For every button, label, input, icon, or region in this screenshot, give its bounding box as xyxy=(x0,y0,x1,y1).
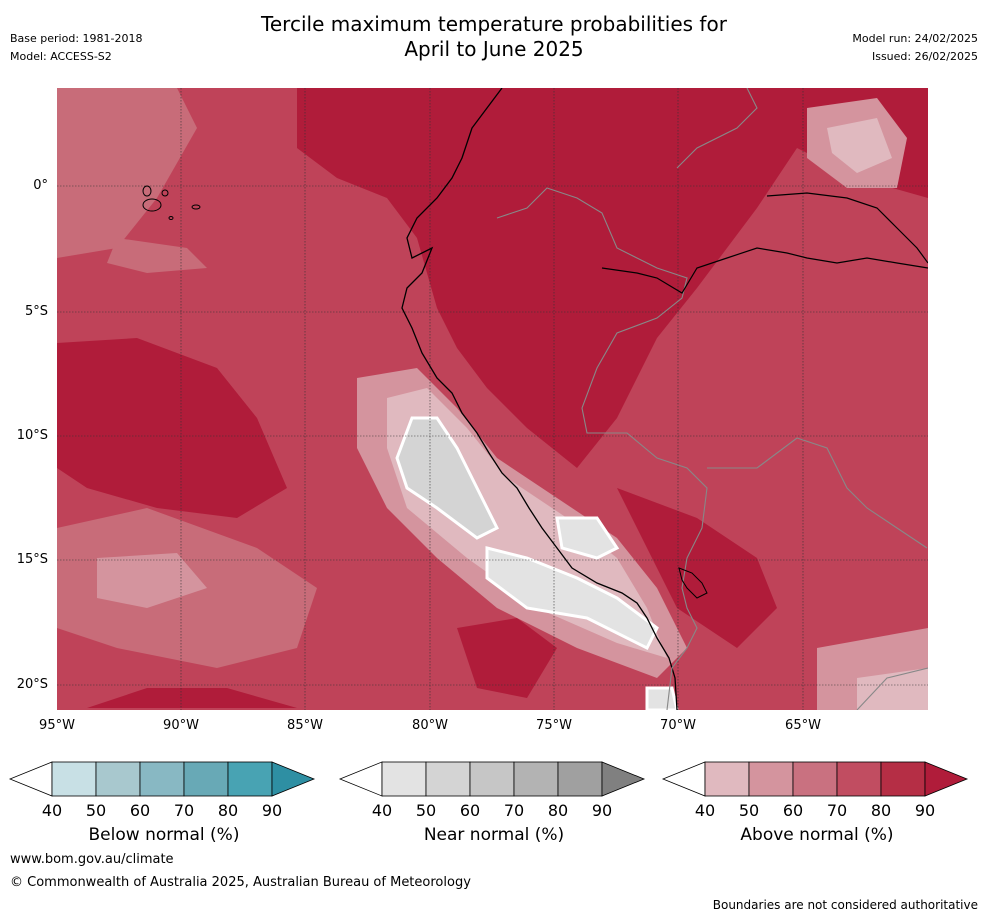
near-normal-label: Near normal (%) xyxy=(423,825,565,845)
above-segment xyxy=(704,761,750,797)
above-extend-high xyxy=(924,761,969,797)
map-title: Tercile maximum temperature probabilitie… xyxy=(0,12,988,62)
region-90-south xyxy=(87,688,297,708)
below-segment xyxy=(227,761,273,797)
region-90-peru-east xyxy=(617,488,777,648)
lon-tick-95w: 95°W xyxy=(39,718,75,733)
below-segment xyxy=(183,761,229,797)
country-border-peru xyxy=(496,187,708,710)
above-segment xyxy=(880,761,926,797)
country-border-colombia xyxy=(676,88,758,169)
near-extend-high xyxy=(601,761,646,797)
near-normal-area-1 xyxy=(395,416,500,540)
lat-tick-5s: 5°S xyxy=(24,304,48,319)
below-tick-label: 60 xyxy=(130,801,150,820)
below-normal-label: Below normal (%) xyxy=(88,825,240,845)
galapagos-islands xyxy=(142,185,201,220)
below-extend-high xyxy=(271,761,316,797)
lon-tick-65w: 65°W xyxy=(785,718,821,733)
river-north xyxy=(766,192,928,264)
title-line-2: April to June 2025 xyxy=(404,37,584,61)
lat-tick-15s: 15°S xyxy=(16,552,48,567)
lon-tick-75w: 75°W xyxy=(536,718,572,733)
region-90-west xyxy=(57,338,287,518)
region-50-sw xyxy=(97,553,207,608)
issued-date: Issued: 26/02/2025 xyxy=(871,50,978,63)
below-tick-label: 70 xyxy=(174,801,194,820)
near-normal-area-3 xyxy=(555,516,620,560)
below-tick-label: 50 xyxy=(86,801,106,820)
colorbar-below-segments: 40 50 60 70 80 90 xyxy=(8,761,316,820)
near-tick-label: 40 xyxy=(372,801,392,820)
model-name: Model: ACCESS-S2 xyxy=(10,50,112,63)
below-tick-label: 90 xyxy=(262,801,282,820)
probability-map xyxy=(57,88,928,710)
footer-url: www.bom.gov.au/climate xyxy=(10,852,174,867)
below-segment xyxy=(139,761,185,797)
graticule xyxy=(57,88,928,710)
above-tick-label: 50 xyxy=(739,801,759,820)
below-segment xyxy=(95,761,141,797)
lon-tick-85w: 85°W xyxy=(287,718,323,733)
coastline xyxy=(401,88,678,710)
lake-titicaca xyxy=(678,567,708,599)
near-tick-label: 90 xyxy=(592,801,612,820)
footer-disclaimer: Boundaries are not considered authoritat… xyxy=(712,898,978,912)
footer-copyright: © Commonwealth of Australia 2025, Austra… xyxy=(10,875,471,890)
near-extend-low xyxy=(338,761,383,797)
region-60-west xyxy=(107,238,207,273)
colorbar-above: 40 50 60 70 80 90 xyxy=(661,761,969,820)
title-line-1: Tercile maximum temperature probabilitie… xyxy=(261,12,727,36)
above-segment xyxy=(836,761,882,797)
region-40-ne xyxy=(827,118,892,173)
lon-tick-70w: 70°W xyxy=(660,718,696,733)
near-segment xyxy=(469,761,515,797)
near-normal-area-2 xyxy=(485,546,659,651)
region-90-north xyxy=(297,88,928,468)
below-extend-low xyxy=(8,761,53,797)
lat-tick-10s: 10°S xyxy=(16,428,48,443)
lon-tick-90w: 90°W xyxy=(163,718,199,733)
near-tick-label: 50 xyxy=(416,801,436,820)
country-border-south xyxy=(856,667,928,710)
near-segment xyxy=(557,761,603,797)
region-40-se xyxy=(857,668,928,710)
amazon-river xyxy=(601,247,928,294)
meta-left: Base period: 1981-2018 Model: ACCESS-S2 xyxy=(10,30,142,66)
above-segment xyxy=(792,761,838,797)
lon-tick-80w: 80°W xyxy=(412,718,448,733)
meta-right: Model run: 24/02/2025 Issued: 26/02/2025 xyxy=(852,30,978,66)
lat-tick-0: 0° xyxy=(33,178,48,193)
above-segment xyxy=(748,761,794,797)
model-run: Model run: 24/02/2025 xyxy=(852,32,978,45)
region-60-nw xyxy=(57,88,197,258)
near-segment xyxy=(425,761,471,797)
near-segment xyxy=(513,761,559,797)
above-tick-label: 70 xyxy=(827,801,847,820)
above-normal-label: Above normal (%) xyxy=(740,825,894,845)
above-tick-label: 40 xyxy=(695,801,715,820)
above-extend-low xyxy=(661,761,706,797)
near-segment xyxy=(381,761,427,797)
near-normal-area-4 xyxy=(645,686,679,710)
lat-tick-20s: 20°S xyxy=(16,677,48,692)
near-tick-label: 70 xyxy=(504,801,524,820)
region-90-southcentral xyxy=(457,618,557,698)
above-tick-label: 60 xyxy=(783,801,803,820)
near-tick-label: 60 xyxy=(460,801,480,820)
below-tick-label: 40 xyxy=(42,801,62,820)
country-border-bolivia xyxy=(707,437,928,549)
colorbar-near-segments: 40 50 60 70 80 90 xyxy=(338,761,646,820)
near-tick-label: 80 xyxy=(548,801,568,820)
colorbar-above-segments: 40 50 60 70 80 90 xyxy=(661,761,969,820)
above-tick-label: 80 xyxy=(871,801,891,820)
above-tick-label: 90 xyxy=(915,801,935,820)
below-tick-label: 80 xyxy=(218,801,238,820)
base-period: Base period: 1981-2018 xyxy=(10,32,143,45)
colorbar-below: 40 50 60 70 80 90 xyxy=(8,761,316,820)
colorbar-near: 40 50 60 70 80 90 xyxy=(338,761,646,820)
below-segment xyxy=(51,761,97,797)
